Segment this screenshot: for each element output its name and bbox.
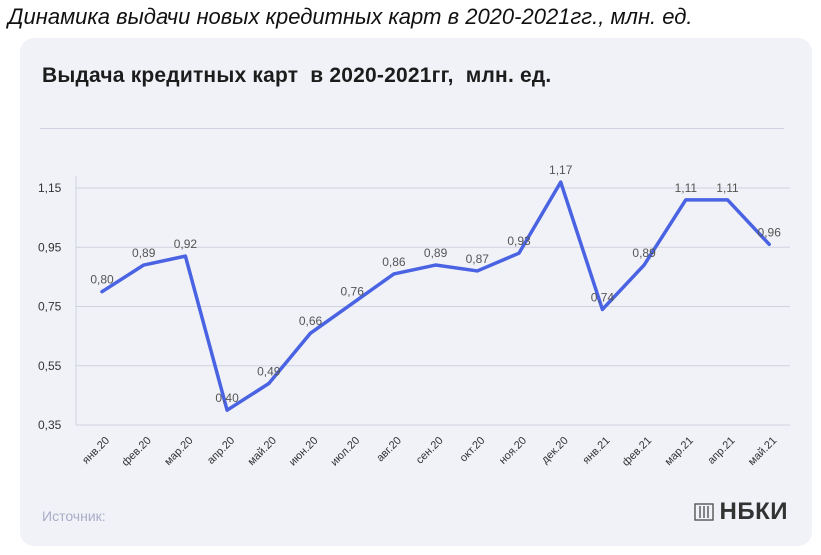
data-point <box>642 263 646 267</box>
data-label: 0,87 <box>466 252 490 266</box>
data-label: 0,86 <box>382 255 406 269</box>
x-tick-label: июн.20 <box>287 435 321 469</box>
data-label: 0,92 <box>174 237 198 251</box>
data-point <box>684 198 688 202</box>
data-point <box>142 263 146 267</box>
data-point <box>309 331 312 335</box>
x-tick-label: янв.21 <box>581 435 613 467</box>
data-point <box>767 242 771 246</box>
x-tick-label: янв.20 <box>80 435 112 467</box>
series-line <box>100 180 771 412</box>
data-point <box>100 290 104 294</box>
data-label: 0,89 <box>632 246 656 260</box>
data-label: 1,17 <box>549 163 573 177</box>
y-tick-label: 0,35 <box>38 418 62 432</box>
data-point <box>517 251 521 255</box>
x-tick-label: июл.20 <box>328 435 362 469</box>
line-chart: 0,35 0,55 0,75 0,95 1,15 0,80 0,89 0,92 0,40 0,49… <box>38 163 790 469</box>
data-point <box>475 269 479 273</box>
title-divider <box>40 128 784 129</box>
figure-caption: Динамика выдачи новых кредитных карт в 2… <box>8 4 693 29</box>
x-tick-label: апр.21 <box>705 435 737 467</box>
x-tick-label: мар.20 <box>162 435 195 468</box>
data-label: 0,76 <box>341 285 365 299</box>
x-tick-label: дек.20 <box>539 435 571 467</box>
data-point <box>726 198 729 202</box>
x-tick-label: окт.20 <box>458 435 488 465</box>
chart-title: Выдача кредитных карт в 2020-2021гг, млн… <box>42 64 552 87</box>
x-tick-label: май.21 <box>746 435 779 468</box>
data-label: 0,80 <box>90 273 114 287</box>
data-label: 0,49 <box>257 365 281 379</box>
data-label: 0,96 <box>758 225 782 239</box>
nbki-logo: НБКИ <box>693 498 788 526</box>
data-label: 0,93 <box>507 234 531 248</box>
x-tick-label: ноя.20 <box>497 435 529 467</box>
data-label: 1,11 <box>716 181 739 195</box>
data-label: 0,89 <box>424 246 448 260</box>
data-point <box>392 272 396 276</box>
columns-icon <box>693 503 714 521</box>
logo-text: НБКИ <box>719 498 788 525</box>
x-tick-label: авг.20 <box>374 435 404 465</box>
data-label: 0,89 <box>132 246 156 260</box>
data-point <box>350 302 354 306</box>
y-tick-label: 0,75 <box>38 300 62 314</box>
data-point <box>225 408 229 412</box>
chart-card: Выдача кредитных карт в 2020-2021гг, млн… <box>20 38 812 546</box>
x-tick-label: мар.21 <box>663 435 696 468</box>
data-label: 0,40 <box>215 391 239 405</box>
data-point <box>183 254 187 258</box>
data-point <box>600 307 604 311</box>
data-label: 0,74 <box>591 290 615 304</box>
data-label: 0,66 <box>299 314 323 328</box>
x-tick-label: фев.21 <box>620 435 654 469</box>
data-point <box>434 263 438 267</box>
source-label: Источник: <box>42 508 106 524</box>
data-point <box>559 180 563 184</box>
y-tick-label: 0,55 <box>38 359 62 373</box>
y-tick-label: 1,15 <box>38 181 62 195</box>
data-label: 1,11 <box>675 181 698 195</box>
y-tick-label: 0,95 <box>38 240 62 254</box>
x-tick-label: фев.20 <box>120 435 154 469</box>
x-tick-label: апр.20 <box>205 435 237 467</box>
x-tick-label: май.20 <box>246 435 279 468</box>
x-tick-label: сен.20 <box>414 435 446 467</box>
data-point <box>267 382 271 386</box>
